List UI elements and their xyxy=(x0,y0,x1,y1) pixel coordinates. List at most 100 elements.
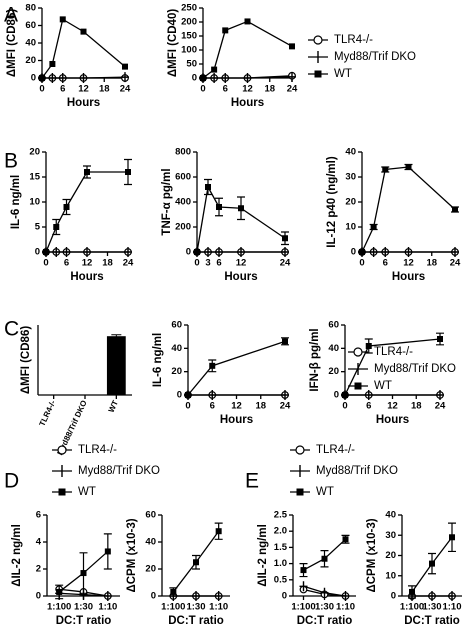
x-axis-label: Hours xyxy=(67,97,100,109)
y-tick-label: 0 xyxy=(151,591,156,602)
x-tick-label: 18 xyxy=(426,258,437,269)
marker xyxy=(342,536,349,543)
x-tick-label: 0 xyxy=(185,401,190,412)
y-tick-label: 0 xyxy=(186,247,191,258)
y-axis-label: IL-12 p40 (ng/ml) xyxy=(326,156,338,248)
panel-label: C xyxy=(4,318,19,341)
marker xyxy=(83,247,91,257)
y-tick-label: 150 xyxy=(181,31,197,42)
legend-label: TLR4-/- xyxy=(316,444,355,456)
x-tick-label: 24 xyxy=(435,401,446,412)
x-tick-label: 1:30 xyxy=(186,602,205,613)
x-tick-label: 3 xyxy=(205,258,210,269)
marker xyxy=(52,247,61,257)
marker xyxy=(121,72,129,83)
x-tick-label: 0 xyxy=(342,401,347,412)
legend-marker xyxy=(295,445,305,455)
y-tick-label: 10 xyxy=(345,222,356,233)
y-tick-label: 2.0 xyxy=(274,526,287,537)
x-tick-label: 6 xyxy=(383,258,388,269)
x-tick-label: 1:30 xyxy=(422,602,441,613)
x-tick-label: 12 xyxy=(242,84,253,95)
y-axis-label: ΔIL-2 ng/ml xyxy=(11,524,23,587)
y-tick-label: 10 xyxy=(385,570,396,581)
x-tick-label: 1:100 xyxy=(291,602,315,613)
x-tick-label: 18 xyxy=(411,401,422,412)
y-tick-label: 20 xyxy=(25,55,36,66)
x-tick-label: 1:100 xyxy=(47,602,71,613)
marker xyxy=(244,18,251,25)
marker xyxy=(289,43,295,50)
x-axis-label: Hours xyxy=(376,414,409,426)
marker xyxy=(449,534,455,541)
y-axis-label: ΔCPM (x10-3) xyxy=(366,518,378,592)
y-axis-label: ΔCPM (x10-3) xyxy=(126,518,138,592)
marker xyxy=(437,336,443,342)
x-tick-label: 6 xyxy=(210,401,215,412)
legend-label: WT xyxy=(78,486,96,498)
y-tick-label: 0 xyxy=(35,247,40,258)
marker xyxy=(238,205,244,212)
x-tick-label: 1:100 xyxy=(161,602,185,613)
marker xyxy=(381,247,390,257)
legend-label: Myd88/Trif DKO xyxy=(316,465,398,477)
marker xyxy=(222,27,229,34)
legend-marker xyxy=(313,35,323,45)
marker xyxy=(125,169,131,175)
marker xyxy=(211,66,218,73)
x-tick-label: 18 xyxy=(264,84,275,95)
y-tick-label: 400 xyxy=(175,197,191,208)
x-tick-label: 6 xyxy=(366,401,371,412)
marker xyxy=(359,249,365,255)
series-line xyxy=(361,166,456,253)
y-tick-label: 600 xyxy=(175,172,191,183)
marker xyxy=(215,528,222,535)
x-axis-label: Hours xyxy=(392,271,425,283)
x-axis-label: DC:T ratio xyxy=(168,615,224,627)
panel-label: A xyxy=(4,4,18,27)
legend-marker xyxy=(296,488,304,496)
y-tick-label: 40 xyxy=(385,510,396,521)
marker xyxy=(452,206,458,213)
marker xyxy=(194,249,200,255)
y-tick-label: 80 xyxy=(25,3,36,14)
x-tick-label: 12 xyxy=(403,258,414,269)
marker xyxy=(404,247,413,257)
x-axis-label: Hours xyxy=(224,271,257,283)
marker xyxy=(436,390,444,400)
marker xyxy=(382,166,389,173)
y-axis-label: IL-6 ng/ml xyxy=(10,175,22,229)
legend-label: Myd88/Trif DKO xyxy=(78,465,160,477)
x-tick-label: 24 xyxy=(120,84,131,95)
y-axis-label: ΔIL-2 ng/ml xyxy=(257,524,269,587)
y-tick-label: 40 xyxy=(345,147,356,158)
y-tick-label: 4 xyxy=(36,537,42,548)
y-tick-label: 60 xyxy=(328,320,339,331)
legend-marker xyxy=(353,347,363,357)
x-tick-label: 0 xyxy=(39,84,44,95)
bar xyxy=(106,336,126,395)
x-tick-label: 18 xyxy=(255,401,266,412)
panel-label: E xyxy=(245,470,259,493)
x-tick-label: 1:10 xyxy=(336,602,355,613)
y-tick-label: 200 xyxy=(181,17,197,28)
marker xyxy=(59,16,66,23)
y-tick-label: 1.0 xyxy=(274,558,287,569)
x-axis-label: Hours xyxy=(220,414,253,426)
legend-label: Myd88/Trif DKO xyxy=(374,363,456,375)
x-tick-label: 12 xyxy=(387,401,398,412)
x-tick-label: 12 xyxy=(236,258,247,269)
panel-label: B xyxy=(4,150,18,173)
x-tick-label: WT xyxy=(107,399,120,414)
x-tick-label: 24 xyxy=(123,258,134,269)
y-tick-label: 0 xyxy=(192,73,197,84)
y-tick-label: 50 xyxy=(186,59,197,70)
marker xyxy=(370,224,377,230)
marker xyxy=(208,390,217,400)
y-tick-label: 10 xyxy=(29,197,40,208)
x-tick-label: 1:10 xyxy=(98,602,117,613)
marker xyxy=(216,204,222,210)
legend-marker xyxy=(57,445,67,455)
x-tick-label: 1:30 xyxy=(315,602,334,613)
